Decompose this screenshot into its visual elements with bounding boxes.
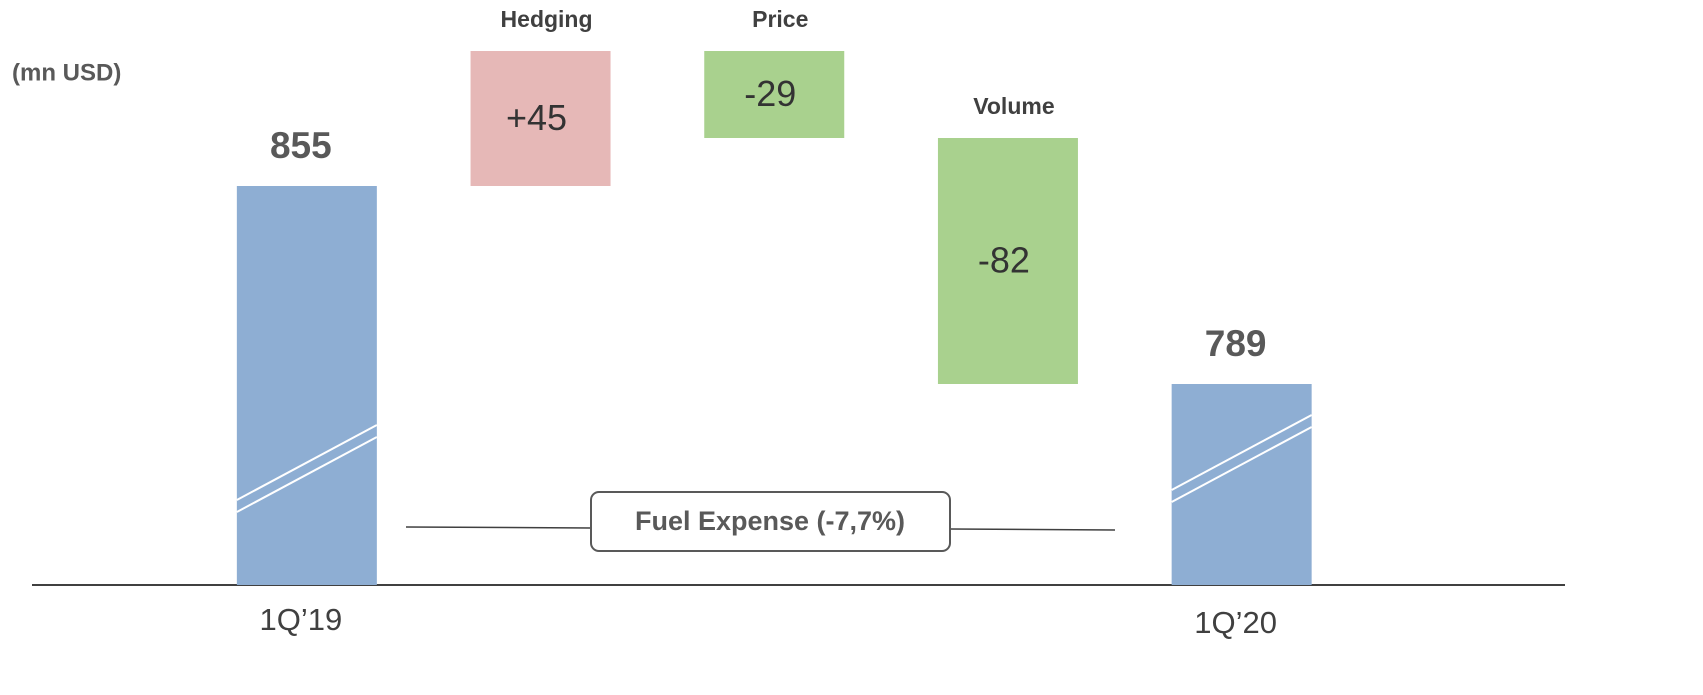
axis-break (1171, 426, 1313, 503)
annotation: Fuel Expense (-7,7%) (635, 506, 905, 536)
bar (937, 138, 1078, 384)
value-label: -29 (744, 73, 796, 114)
category-label: Volume (973, 93, 1054, 119)
axis-break (236, 436, 378, 513)
category-label: Price (752, 6, 808, 32)
bar (236, 186, 377, 585)
category-label: 1Q’19 (259, 602, 342, 637)
value-label: +45 (506, 97, 567, 138)
value-label: 855 (270, 125, 332, 166)
axis-break (236, 424, 378, 501)
category-label: Hedging (501, 6, 593, 32)
axis-break (1171, 414, 1313, 491)
bracket-line (949, 528, 1116, 531)
bar (704, 51, 845, 138)
bracket-line (405, 526, 592, 529)
annotation-box (590, 491, 951, 552)
category-label: 1Q’20 (1194, 605, 1277, 640)
value-label: 789 (1205, 323, 1267, 364)
value-label: -82 (978, 240, 1030, 281)
unit-label: (mn USD) (12, 59, 121, 86)
bar (470, 51, 611, 186)
bar (1171, 384, 1312, 585)
